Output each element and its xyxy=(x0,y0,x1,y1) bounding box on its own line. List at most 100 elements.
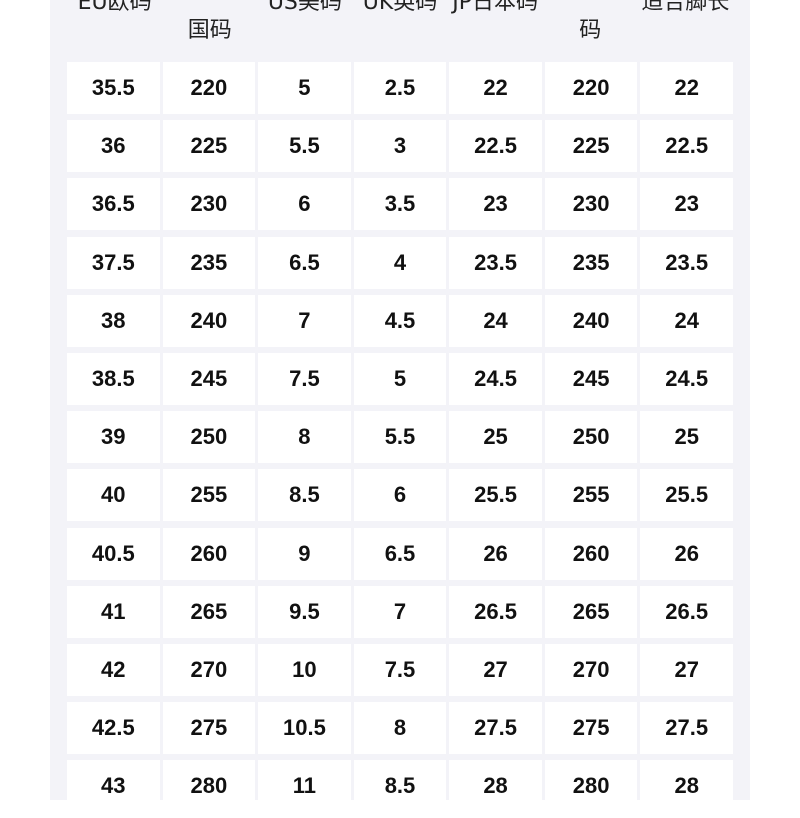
column-header: 适合脚长 xyxy=(638,0,733,60)
column-header-line1: US美码 xyxy=(267,0,342,15)
table-cell: 255 xyxy=(544,469,638,522)
column-header-line1: EU欧码 xyxy=(77,0,152,15)
table-cell: 240 xyxy=(544,294,638,347)
table-cell: 25.5 xyxy=(449,469,542,522)
table-cell: 280 xyxy=(544,760,638,813)
table-cell: 8.5 xyxy=(353,760,447,813)
table-cell: 23 xyxy=(640,178,733,231)
table-cell: 22.5 xyxy=(640,120,733,173)
table-cell: 24 xyxy=(640,294,733,347)
table-row: 38.5 245 7.5 5 24.5 245 24.5 xyxy=(67,352,733,405)
table-cell: 28 xyxy=(449,760,542,813)
table-cell: 10.5 xyxy=(258,702,351,755)
table-cell: 235 xyxy=(162,236,256,289)
table-cell: 9.5 xyxy=(258,585,351,638)
column-header: JP日本码 xyxy=(448,0,543,60)
table-cell: 7.5 xyxy=(353,643,447,696)
table-cell: 41 xyxy=(67,585,160,638)
table-cell: 275 xyxy=(544,702,638,755)
table-cell: 7.5 xyxy=(258,352,351,405)
table-cell: 250 xyxy=(162,411,256,464)
table-cell: 225 xyxy=(162,120,256,173)
table-cell: 5 xyxy=(353,352,447,405)
table-cell: 5.5 xyxy=(353,411,447,464)
table-cell: 23 xyxy=(449,178,542,231)
table-cell: 265 xyxy=(544,585,638,638)
table-cell: 7 xyxy=(353,585,447,638)
table-cell: 230 xyxy=(162,178,256,231)
column-header-line2: 码 xyxy=(579,18,602,43)
column-header: 国码 xyxy=(162,0,257,60)
table-cell: 24 xyxy=(449,294,542,347)
table-cell: 27.5 xyxy=(449,702,542,755)
table-header: EU欧码国码 US美码 UK英码 JP日本码 码 适合脚长 xyxy=(67,0,733,60)
table-cell: 3.5 xyxy=(353,178,447,231)
table-cell: 250 xyxy=(544,411,638,464)
table-cell: 22 xyxy=(640,62,733,114)
table-row: 42.5 275 10.5 8 27.5 275 27.5 xyxy=(67,702,733,755)
table-cell: 37.5 xyxy=(67,236,160,289)
table-cell: 265 xyxy=(162,585,256,638)
table-cell: 230 xyxy=(544,178,638,231)
table-row: 39 250 8 5.5 25 250 25 xyxy=(67,411,733,464)
table-cell: 8 xyxy=(258,411,351,464)
table-row: 36.5 230 6 3.5 23 230 23 xyxy=(67,178,733,231)
table-cell: 6.5 xyxy=(258,236,351,289)
table-row: 36 225 5.5 3 22.5 225 22.5 xyxy=(67,120,733,173)
table-cell: 27 xyxy=(449,643,542,696)
table-cell: 8.5 xyxy=(258,469,351,522)
table-cell: 22 xyxy=(449,62,542,114)
table-cell: 2.5 xyxy=(353,62,447,114)
table-cell: 36 xyxy=(67,120,160,173)
table-cell: 42 xyxy=(67,643,160,696)
table-cell: 27.5 xyxy=(640,702,733,755)
table-cell: 9 xyxy=(258,527,351,580)
table-cell: 275 xyxy=(162,702,256,755)
table-cell: 270 xyxy=(544,643,638,696)
table-cell: 26 xyxy=(449,527,542,580)
table-cell: 245 xyxy=(162,352,256,405)
size-table: 35.5 220 5 2.5 22 220 22 36 225 5.5 3 22.5 225 22.5 36… xyxy=(67,62,733,818)
table-cell: 26 xyxy=(640,527,733,580)
column-header-line2: 国码 xyxy=(187,18,232,43)
table-cell: 255 xyxy=(162,469,256,522)
table-cell: 40.5 xyxy=(67,527,160,580)
column-header: US美码 xyxy=(257,0,352,60)
table-cell: 35.5 xyxy=(67,62,160,114)
table-cell: 25 xyxy=(449,411,542,464)
table-row: 37.5 235 6.5 4 23.5 235 23.5 xyxy=(67,236,733,289)
table-cell: 270 xyxy=(162,643,256,696)
table-row: 38 240 7 4.5 24 240 24 xyxy=(67,294,733,347)
table-cell: 4 xyxy=(353,236,447,289)
table-cell: 6 xyxy=(258,178,351,231)
table-cell: 42.5 xyxy=(67,702,160,755)
table-cell: 260 xyxy=(162,527,256,580)
table-cell: 7 xyxy=(258,294,351,347)
table-cell: 24.5 xyxy=(640,352,733,405)
table-cell: 38.5 xyxy=(67,352,160,405)
table-cell: 22.5 xyxy=(449,120,542,173)
table-cell: 40 xyxy=(67,469,160,522)
table-cell: 26.5 xyxy=(449,585,542,638)
table-cell: 36.5 xyxy=(67,178,160,231)
table-cell: 8 xyxy=(353,702,447,755)
column-header: UK英码 xyxy=(352,0,447,60)
table-cell: 245 xyxy=(544,352,638,405)
table-cell: 25.5 xyxy=(640,469,733,522)
table-cell: 4.5 xyxy=(353,294,447,347)
table-row: 35.5 220 5 2.5 22 220 22 xyxy=(67,62,733,114)
column-header: 码 xyxy=(543,0,638,60)
table-cell: 23.5 xyxy=(449,236,542,289)
table-cell: 6.5 xyxy=(353,527,447,580)
table-cell: 5 xyxy=(258,62,351,114)
table-cell: 38 xyxy=(67,294,160,347)
table-cell: 280 xyxy=(162,760,256,813)
column-header: EU欧码 xyxy=(67,0,162,60)
table-cell: 23.5 xyxy=(640,236,733,289)
table-cell: 39 xyxy=(67,411,160,464)
table-cell: 27 xyxy=(640,643,733,696)
table-cell: 3 xyxy=(353,120,447,173)
table-cell: 235 xyxy=(544,236,638,289)
table-cell: 225 xyxy=(544,120,638,173)
table-row: 40.5 260 9 6.5 26 260 26 xyxy=(67,527,733,580)
